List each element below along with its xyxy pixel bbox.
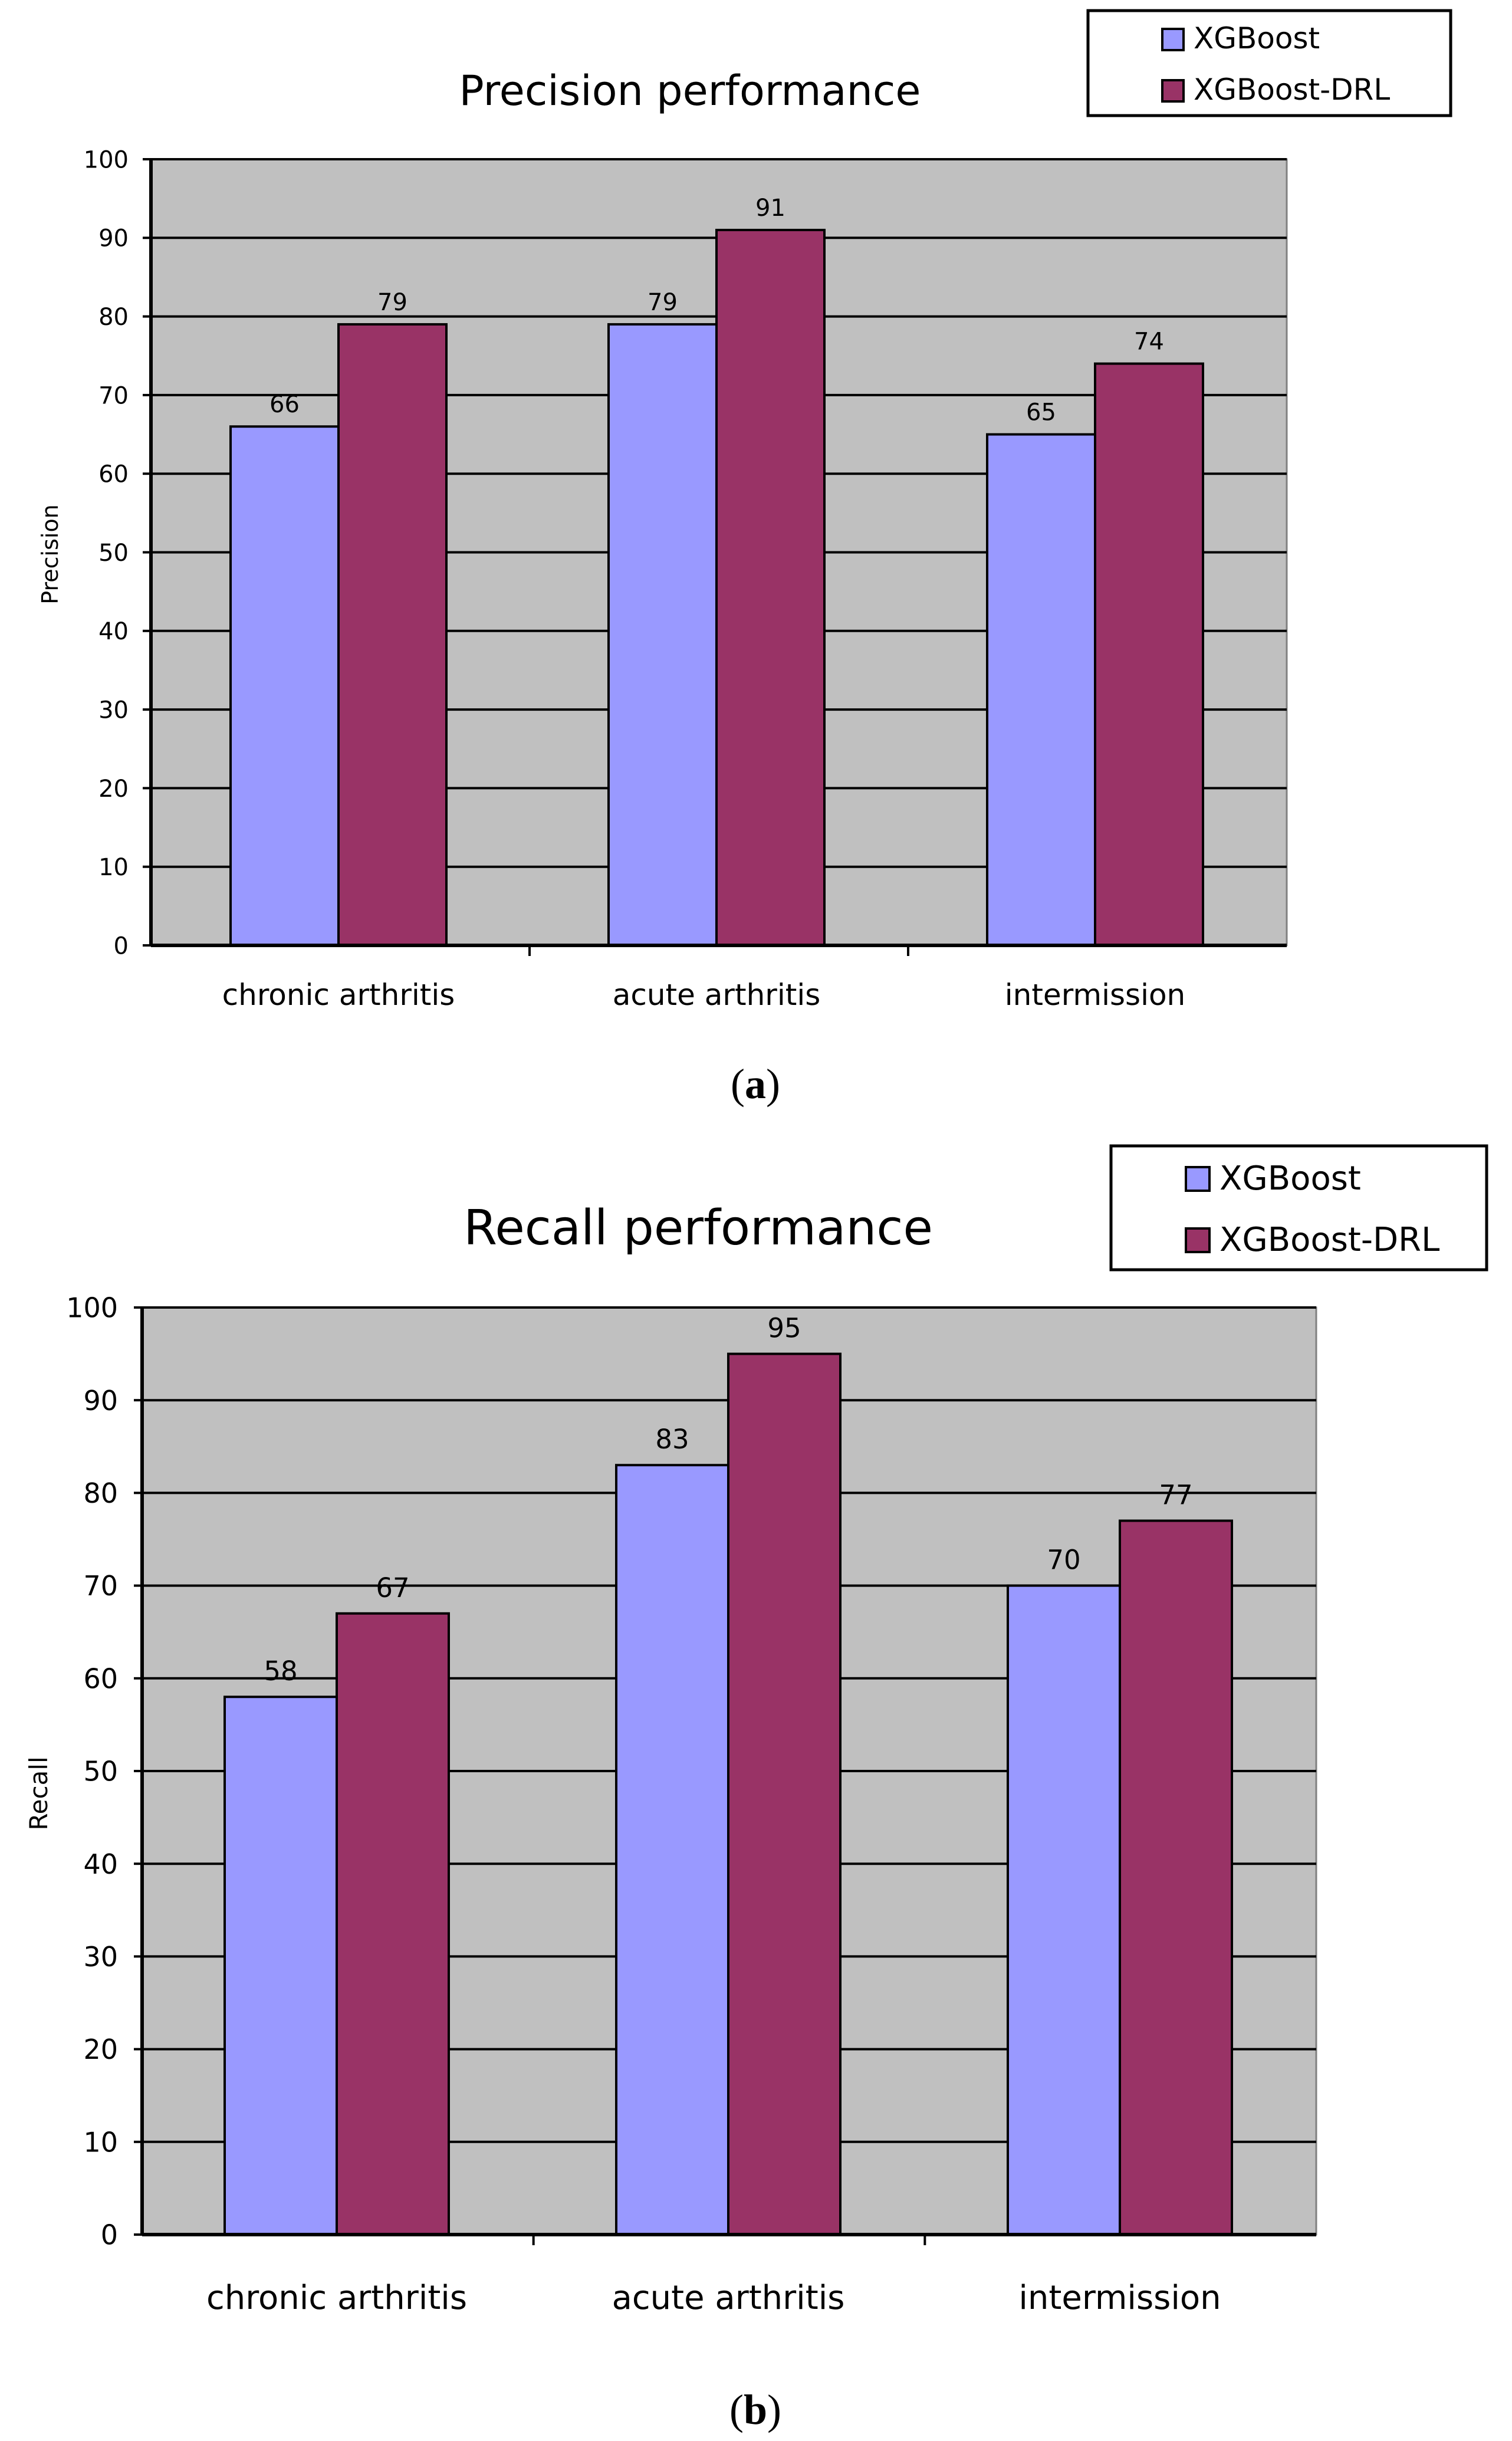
y-tick-label: 60 <box>83 1663 118 1694</box>
y-tick-label: 90 <box>98 225 129 252</box>
data-label: 95 <box>767 1313 801 1344</box>
y-tick-label: 90 <box>83 1385 118 1417</box>
y-tick-label: 40 <box>98 618 129 645</box>
y-tick-label: 60 <box>98 461 129 488</box>
bar-xgboost-drl-acute-arthritis <box>715 228 826 947</box>
legend-swatch-xgboost-drl <box>1185 1227 1211 1253</box>
bar-xgboost-drl-chronic-arthritis <box>336 1612 450 2236</box>
data-label: 67 <box>376 1572 409 1604</box>
bar-xgboost-drl-intermission <box>1094 362 1204 947</box>
y-tick-label: 0 <box>114 932 129 960</box>
category-labels: chronic arthritis acute arthritis intermis… <box>206 2279 1221 2317</box>
category-label: chronic arthritis <box>206 2279 467 2317</box>
bar-xgboost-acute-arthritis <box>607 323 718 947</box>
y-tick-label: 70 <box>98 382 129 409</box>
bar-xgboost-intermission <box>986 433 1096 947</box>
bar-xgboost-intermission <box>1007 1584 1121 2236</box>
data-label: 91 <box>755 195 785 222</box>
bar-xgboost-drl-intermission <box>1119 1519 1233 2236</box>
bar-xgboost-drl-chronic-arthritis <box>337 323 448 947</box>
data-label: 79 <box>647 289 678 316</box>
category-label: acute arthritis <box>612 2279 845 2317</box>
bar-xgboost-chronic-arthritis <box>229 425 340 947</box>
y-tick-label: 50 <box>98 540 129 567</box>
bar-xgboost-drl-acute-arthritis <box>727 1352 842 2236</box>
data-labels: 58 67 83 95 70 77 <box>264 1313 1192 1687</box>
bar-xgboost-acute-arthritis <box>615 1464 729 2236</box>
legend-box <box>1086 9 1452 117</box>
y-tick-label: 40 <box>83 1848 118 1880</box>
panel-label-b: (b) <box>729 2386 781 2433</box>
y-tick-label: 80 <box>98 304 129 331</box>
bar-xgboost-chronic-arthritis <box>223 1696 338 2236</box>
y-tick-label: 10 <box>83 2126 118 2158</box>
y-tick-label: 20 <box>83 2033 118 2065</box>
data-labels: 66 79 79 91 65 74 <box>269 195 1164 426</box>
panel-letter-b: b <box>744 2386 767 2433</box>
y-axis-label: Precision <box>37 504 63 604</box>
panel-label-a: (a) <box>731 1060 780 1108</box>
legend-box <box>1109 1144 1488 1272</box>
axes <box>143 158 1287 956</box>
axes <box>134 1306 1316 2245</box>
chart-title: Recall performance <box>464 1200 933 1256</box>
y-tick-label: 70 <box>83 1570 118 1602</box>
category-label: acute arthritis <box>613 978 821 1012</box>
y-tick-label: 50 <box>83 1756 118 1788</box>
data-label: 70 <box>1047 1545 1080 1576</box>
panel-letter-a: a <box>745 1060 766 1108</box>
y-tick-label: 10 <box>98 854 129 881</box>
data-label: 66 <box>269 391 300 418</box>
y-tick-label: 30 <box>83 1941 118 1973</box>
y-tick-label: 20 <box>98 776 129 803</box>
legend: XGBoost XGBoost-DRL <box>1109 1144 1488 1272</box>
legend-swatch-xgboost <box>1161 28 1185 51</box>
chart-title: Precision performance <box>459 67 921 115</box>
legend-label-xgboost: XGBoost <box>1194 21 1320 55</box>
legend: XGBoost XGBoost-DRL <box>1086 9 1452 117</box>
category-label: chronic arthritis <box>222 978 455 1012</box>
data-label: 65 <box>1026 399 1056 426</box>
y-tick-labels: 0 10 20 30 40 50 60 70 80 90 100 <box>66 1292 118 2251</box>
legend-swatch-xgboost <box>1185 1166 1211 1192</box>
y-tick-labels: 0 10 20 30 40 50 60 70 80 90 100 <box>84 146 129 960</box>
data-label: 74 <box>1134 328 1164 356</box>
legend-swatch-xgboost-drl <box>1161 79 1185 103</box>
legend-label-xgboost: XGBoost <box>1220 1159 1361 1198</box>
precision-chart: Precision performance 0 10 20 30 40 50 60 70 80 9… <box>37 9 1452 1108</box>
category-label: intermission <box>1018 2279 1221 2317</box>
data-label: 77 <box>1159 1480 1192 1511</box>
bars <box>223 1352 1233 2236</box>
y-tick-label: 100 <box>84 146 129 173</box>
category-label: intermission <box>1005 978 1186 1012</box>
category-labels: chronic arthritis acute arthritis intermis… <box>222 978 1186 1012</box>
y-tick-label: 80 <box>83 1477 118 1509</box>
data-label: 79 <box>377 289 407 316</box>
legend-label-xgboost-drl: XGBoost-DRL <box>1194 73 1390 107</box>
y-tick-label: 100 <box>66 1292 118 1324</box>
y-tick-label: 0 <box>101 2219 118 2251</box>
y-tick-label: 30 <box>98 697 129 724</box>
recall-chart: Recall performance 0 10 20 30 40 50 60 70 80 90 10… <box>24 1144 1488 2433</box>
data-label: 83 <box>655 1424 689 1455</box>
legend-label-xgboost-drl: XGBoost-DRL <box>1220 1221 1439 1259</box>
data-label: 58 <box>264 1655 297 1687</box>
y-axis-label: Recall <box>24 1756 53 1830</box>
